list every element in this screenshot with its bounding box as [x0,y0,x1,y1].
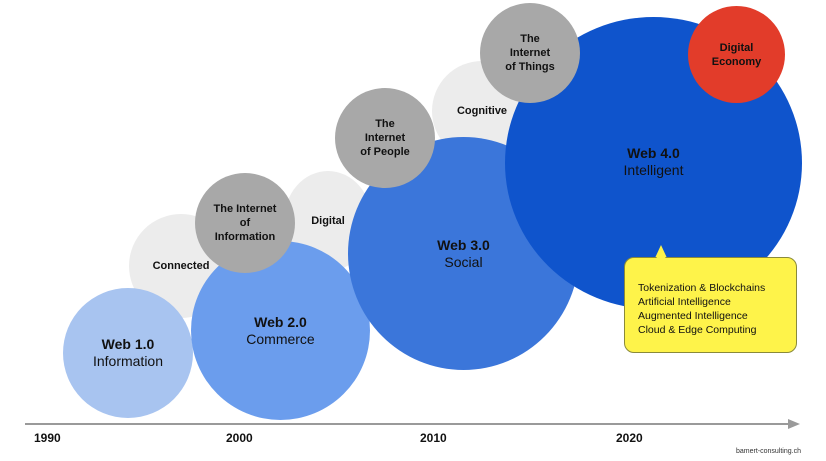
web2-bubble: Web 2.0 Commerce [191,241,370,420]
callout-pointer-fill [656,247,666,259]
web3-subtitle: Social [444,254,482,271]
callout-line: Augmented Intelligence [638,309,796,323]
technology-callout: Tokenization & Blockchains Artificial In… [624,257,797,353]
digital-economy-bubble: Digital Economy [688,6,785,103]
internet-of-people-label: The Internet of People [360,117,410,159]
internet-of-information-bubble: The Internet of Information [195,173,295,273]
cognitive-label: Cognitive [457,105,507,118]
web4-subtitle: Intelligent [624,162,684,179]
year-label: 2010 [420,431,447,445]
year-label: 2000 [226,431,253,445]
connected-label: Connected [153,260,210,273]
web1-bubble: Web 1.0 Information [63,288,193,418]
web3-title: Web 3.0 [437,237,490,254]
web4-title: Web 4.0 [627,145,680,162]
internet-of-things-bubble: The Internet of Things [480,3,580,103]
internet-of-information-label: The Internet of Information [214,202,277,244]
digital-label: Digital [311,215,345,228]
timeline-arrow-icon [788,419,800,429]
timeline-axis [25,423,790,425]
internet-of-things-label: The Internet of Things [505,32,555,74]
digital-economy-label: Digital Economy [712,41,762,69]
year-label: 2020 [616,431,643,445]
credit-text: bamert-consulting.ch [736,448,801,455]
callout-line: Cloud & Edge Computing [638,323,796,337]
web1-subtitle: Information [93,353,163,370]
web2-subtitle: Commerce [246,331,314,348]
callout-line: Artificial Intelligence [638,295,796,309]
internet-of-people-bubble: The Internet of People [335,88,435,188]
callout-line: Tokenization & Blockchains [638,281,796,295]
web1-title: Web 1.0 [102,336,155,353]
web2-title: Web 2.0 [254,314,307,331]
year-label: 1990 [34,431,61,445]
